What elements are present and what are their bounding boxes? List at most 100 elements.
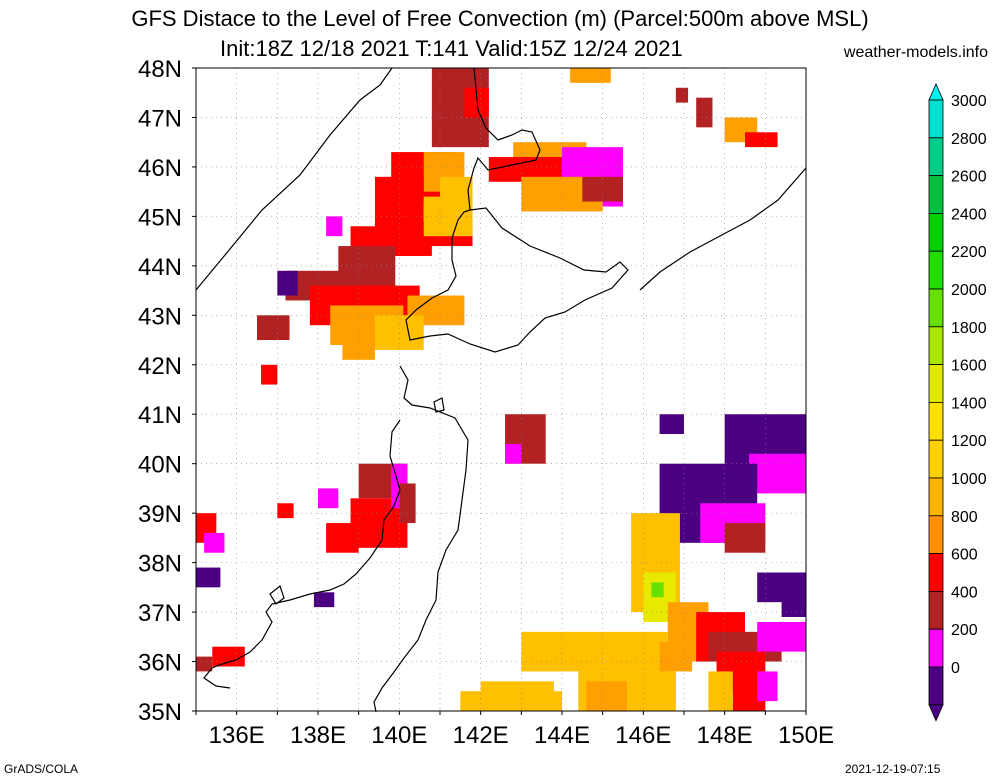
lat-label: 35N xyxy=(138,699,182,726)
colorbar-label: 2800 xyxy=(951,131,987,148)
shading-cell xyxy=(212,646,245,667)
lat-label: 42N xyxy=(138,353,182,380)
coastline-island-small1 xyxy=(433,397,445,413)
shading-cell xyxy=(204,532,225,553)
shading-cell xyxy=(261,364,278,385)
colorbar-swatch xyxy=(928,326,944,365)
lon-label: 148E xyxy=(697,722,753,749)
shading-cell xyxy=(196,656,213,672)
shading-cell xyxy=(326,216,343,237)
shading-cell xyxy=(659,641,693,672)
lat-label: 36N xyxy=(138,650,182,677)
coastline-kurils xyxy=(639,167,807,291)
shading-cell xyxy=(521,631,668,672)
colorbar-swatch xyxy=(928,175,944,214)
colorbar-label: 0 xyxy=(951,660,960,677)
shading-cell xyxy=(582,176,623,202)
coastline-hokkaido xyxy=(405,207,629,353)
chart-subtitle: Init:18Z 12/18 2021 T:141 Valid:15Z 12/2… xyxy=(220,36,683,61)
colorbar-bottom-arrow xyxy=(928,704,944,722)
colorbar-swatch xyxy=(928,666,944,706)
lon-label: 150E xyxy=(778,722,834,749)
colorbar-label: 1000 xyxy=(951,471,987,488)
colorbar-swatch xyxy=(928,250,944,290)
lat-label: 48N xyxy=(138,56,182,83)
colorbar-swatch xyxy=(928,591,944,630)
lat-label: 39N xyxy=(138,501,182,528)
colorbar-label: 2600 xyxy=(951,169,987,186)
shading-cell xyxy=(277,503,294,519)
shading-cell xyxy=(757,621,806,652)
lon-label: 136E xyxy=(209,722,265,749)
coastline-honshu-north xyxy=(373,365,469,713)
site-credit: weather-models.info xyxy=(843,44,988,61)
shading-cell xyxy=(374,315,424,350)
shading-cell xyxy=(326,523,359,553)
shading-cell xyxy=(696,97,713,128)
colorbar-swatch xyxy=(928,137,944,177)
shading-cell xyxy=(651,582,664,598)
colorbar-label: 2200 xyxy=(951,244,987,261)
shading-cell xyxy=(724,523,766,553)
colorbar-label: 400 xyxy=(951,584,978,601)
colorbar-swatch xyxy=(928,439,944,479)
shading-cell xyxy=(505,443,522,464)
colorbar-swatch xyxy=(928,364,944,403)
colorbar-swatch xyxy=(928,99,944,139)
lat-label: 46N xyxy=(138,155,182,182)
shading-cell xyxy=(196,567,221,588)
colorbar-label: 1600 xyxy=(951,358,987,375)
shading-cell xyxy=(570,68,611,83)
shading-cell xyxy=(257,315,290,341)
colorbar-label: 1200 xyxy=(951,433,987,450)
lat-label: 37N xyxy=(138,600,182,627)
colorbar-swatch xyxy=(928,477,944,517)
colorbar-swatch xyxy=(928,628,944,668)
lon-label: 142E xyxy=(453,722,509,749)
shading-cell xyxy=(586,681,628,711)
colorbar-swatch xyxy=(928,212,944,252)
shading-cell xyxy=(277,270,298,296)
chart-title: GFS Distace to the Level of Free Convect… xyxy=(131,6,869,31)
lon-label: 140E xyxy=(371,722,427,749)
coastline-honshu-west xyxy=(203,419,401,689)
lat-label: 38N xyxy=(138,551,182,578)
lon-label: 138E xyxy=(290,722,346,749)
shading-cell xyxy=(399,483,416,524)
colorbar-label: 800 xyxy=(951,509,978,526)
colorbar-label: 1400 xyxy=(951,395,987,412)
shading-cell xyxy=(749,453,806,494)
footer-timestamp: 2021-12-19-07:15 xyxy=(845,762,941,776)
colorbar-label: 200 xyxy=(951,622,978,639)
colorbar-label: 600 xyxy=(951,547,978,564)
shading-cell xyxy=(318,488,339,509)
coastline-island-sado xyxy=(269,584,285,605)
lat-label: 44N xyxy=(138,254,182,281)
colorbar-swatch xyxy=(928,553,944,592)
colorbar-swatch xyxy=(928,401,944,441)
shading-cell xyxy=(757,671,778,702)
colorbar: 3000280026002400220020001800160014001200… xyxy=(928,83,987,722)
footer-software: GrADS/COLA xyxy=(4,762,79,776)
shading-cell xyxy=(659,414,684,435)
shading-cell xyxy=(745,132,778,148)
colorbar-top-arrow xyxy=(928,83,944,101)
shading-cell xyxy=(675,87,689,103)
colorbar-swatch xyxy=(928,288,944,328)
colorbar-label: 2000 xyxy=(951,282,987,299)
lat-label: 40N xyxy=(138,452,182,479)
colorbar-label: 3000 xyxy=(951,93,987,110)
shading-cell xyxy=(708,671,733,711)
coastlines xyxy=(195,67,807,713)
coastline-asia xyxy=(195,67,393,291)
shading-cell xyxy=(781,587,806,618)
lat-label: 47N xyxy=(138,105,182,132)
lat-label: 43N xyxy=(138,303,182,330)
shading-cell xyxy=(460,691,562,711)
coastline-sakhalin xyxy=(467,67,541,211)
colorbar-swatch xyxy=(928,515,944,554)
lon-label: 144E xyxy=(534,722,590,749)
colorbar-label: 2400 xyxy=(951,206,987,223)
lat-label: 41N xyxy=(138,402,182,429)
